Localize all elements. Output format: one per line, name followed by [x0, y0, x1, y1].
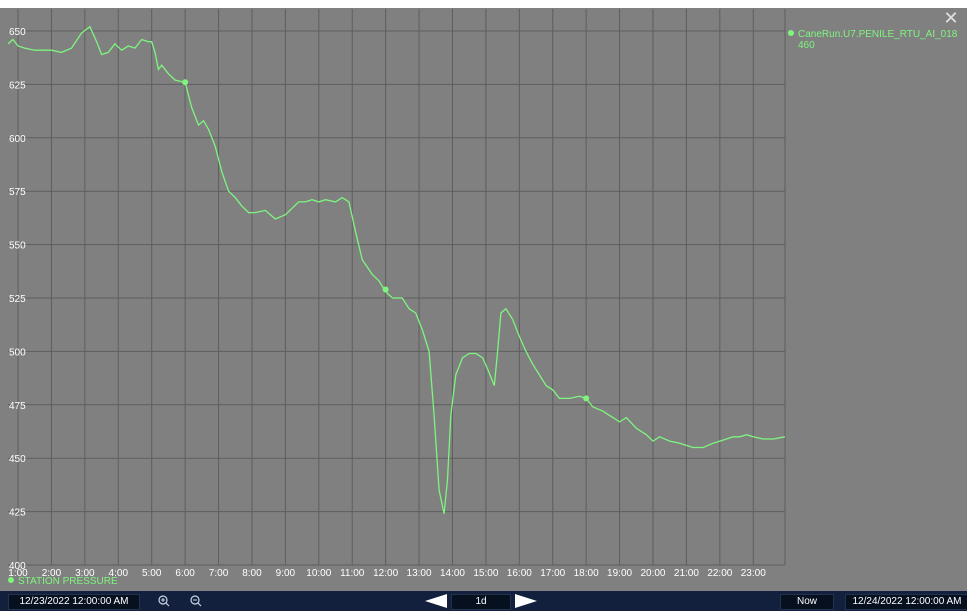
end-datetime-field[interactable]: 12/24/2022 12:00:00 AM — [845, 594, 967, 610]
x-tick-label: 21:00 — [674, 568, 699, 579]
x-tick-label: 22:00 — [707, 568, 732, 579]
x-tick-label: 5:00 — [142, 568, 162, 579]
close-icon: ✕ — [943, 8, 959, 28]
x-tick-label: 11:00 — [340, 568, 365, 579]
legend-tag-value: 460 — [798, 40, 815, 51]
x-axis: 1:00 2:00 3:00 4:00 5:00 6:00 7:00 8:00 9:00 10:0… — [8, 568, 766, 579]
legend-tag-name: CaneRun.U7.PENILE_RTU_AI_018 — [798, 29, 958, 40]
series-marker — [182, 79, 189, 86]
x-tick-label: 1:00 — [8, 568, 28, 579]
x-tick-label: 20:00 — [640, 568, 665, 579]
x-tick-label: 2:00 — [42, 568, 62, 579]
legend-bottom[interactable]: STATION PRESSURE — [8, 576, 118, 587]
range-duration-field[interactable]: 1d — [451, 594, 511, 610]
top-strip — [0, 0, 967, 8]
legend-series-name: STATION PRESSURE — [18, 576, 118, 587]
x-tick-label: 6:00 — [175, 568, 195, 579]
x-tick-label: 3:00 — [75, 568, 95, 579]
series-line-station-pressure — [7, 25, 786, 514]
y-tick-label: 525 — [9, 294, 26, 305]
x-tick-label: 19:00 — [607, 568, 632, 579]
zoom-in-icon[interactable] — [157, 593, 171, 609]
close-button[interactable]: ✕ — [935, 8, 967, 28]
legend-right[interactable]: CaneRun.U7.PENILE_RTU_AI_018 460 — [788, 29, 967, 51]
time-navigation-bar: 12/23/2022 12:00:00 AM 1d Now 12/24/2022… — [0, 591, 967, 611]
y-tick-label: 400 — [9, 561, 26, 572]
next-range-arrow-icon[interactable] — [515, 594, 537, 608]
series-markers — [182, 79, 590, 402]
y-tick-label: 575 — [9, 187, 26, 198]
legend-dot — [788, 30, 794, 36]
legend-dot — [8, 577, 14, 583]
x-tick-label: 7:00 — [209, 568, 229, 579]
x-tick-label: 23:00 — [741, 568, 766, 579]
x-tick-label: 12:00 — [373, 568, 398, 579]
x-tick-label: 4:00 — [109, 568, 129, 579]
y-tick-label: 475 — [9, 401, 26, 412]
x-tick-label: 14:00 — [440, 568, 465, 579]
y-axis: 400 425 450 475 500 525 550 575 600 625 650 — [9, 27, 26, 572]
trend-chart: 400 425 450 475 500 525 550 575 600 625 650 1:00 2:… — [7, 9, 786, 579]
y-tick-label: 425 — [9, 508, 26, 519]
x-tick-label: 15:00 — [473, 568, 498, 579]
x-tick-label: 9:00 — [276, 568, 296, 579]
y-tick-label: 650 — [9, 27, 26, 38]
grid — [8, 9, 786, 566]
x-tick-label: 13:00 — [407, 568, 432, 579]
y-tick-label: 550 — [9, 241, 26, 252]
start-datetime-field[interactable]: 12/23/2022 12:00:00 AM — [8, 594, 140, 610]
x-tick-label: 18:00 — [574, 568, 599, 579]
x-tick-label: 16:00 — [507, 568, 532, 579]
x-tick-label: 10:00 — [306, 568, 331, 579]
y-tick-label: 600 — [9, 134, 26, 145]
zoom-out-icon[interactable] — [189, 593, 203, 609]
y-tick-label: 450 — [9, 454, 26, 465]
series-marker — [382, 286, 389, 293]
x-tick-label: 8:00 — [242, 568, 262, 579]
series-marker — [583, 395, 590, 402]
previous-range-arrow-icon[interactable] — [425, 594, 447, 608]
now-button[interactable]: Now — [780, 594, 834, 610]
x-tick-label: 17:00 — [540, 568, 565, 579]
y-tick-label: 625 — [9, 80, 26, 91]
y-tick-label: 500 — [9, 347, 26, 358]
